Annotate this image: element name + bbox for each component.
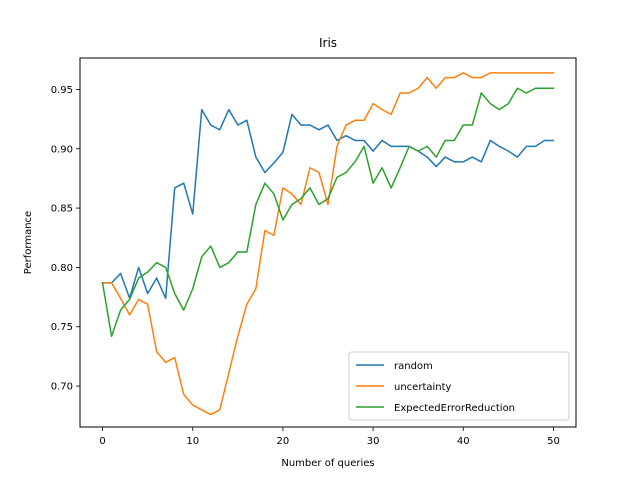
x-tick-label: 40 <box>457 436 470 447</box>
legend-label-uncertainty: uncertainty <box>394 382 452 393</box>
legend-label-random: random <box>394 361 433 372</box>
y-tick-label: 0.75 <box>51 322 73 333</box>
legend-box <box>348 351 570 421</box>
x-axis-label: Number of queries <box>281 458 374 469</box>
x-tick-label: 0 <box>99 436 105 447</box>
chart-title: Iris <box>319 36 337 50</box>
axis-ticks: 0 10 20 30 40 50 0.70 0.75 0.80 0.85 0.90 0.95 <box>51 85 560 447</box>
series-line-random <box>101 108 555 300</box>
y-axis-label: Performance <box>23 211 34 274</box>
legend-label-expectederrorreduction: ExpectedErrorReduction <box>394 403 515 414</box>
series-lines <box>101 72 555 416</box>
x-tick-label: 50 <box>547 436 560 447</box>
x-tick-label: 20 <box>277 436 290 447</box>
plot-frame <box>79 57 577 428</box>
legend: random uncertainty ExpectedErrorReduction <box>348 351 570 421</box>
y-tick-label: 0.80 <box>51 263 73 274</box>
series-line-expectederrorreduction <box>101 87 555 337</box>
y-tick-label: 0.70 <box>51 382 73 393</box>
y-tick-label: 0.95 <box>51 85 73 96</box>
series-line-uncertainty <box>101 72 555 416</box>
y-tick-label: 0.90 <box>51 144 73 155</box>
y-tick-label: 0.85 <box>51 204 73 215</box>
x-tick-label: 30 <box>367 436 380 447</box>
x-tick-label: 10 <box>186 436 199 447</box>
